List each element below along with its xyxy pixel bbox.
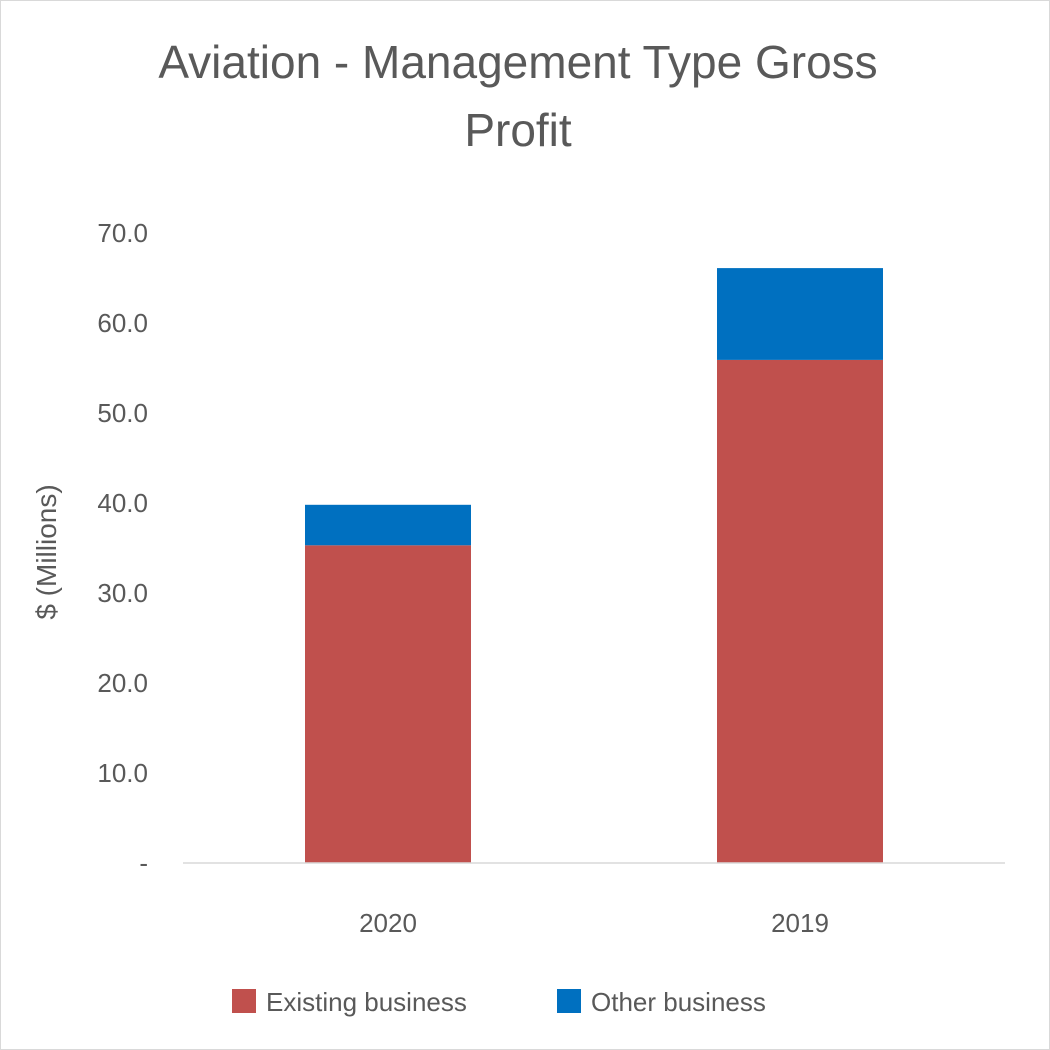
y-tick-label: 10.0 — [97, 758, 148, 788]
chart-title-line-2: Profit — [464, 104, 572, 156]
bar-other-business-2020 — [305, 504, 471, 546]
legend-label: Existing business — [266, 987, 467, 1017]
legend-swatch — [557, 989, 581, 1013]
y-tick-label: 20.0 — [97, 668, 148, 698]
bar-existing-business-2019 — [717, 359, 883, 863]
bars — [305, 268, 883, 863]
x-tick-label: 2020 — [359, 908, 417, 938]
chart-title-line-1: Aviation - Management Type Gross — [158, 36, 877, 88]
y-tick-label: 70.0 — [97, 218, 148, 248]
bar-existing-business-2020 — [305, 545, 471, 863]
x-tick-label: 2019 — [771, 908, 829, 938]
x-ticks: 2020 2019 — [359, 908, 829, 938]
y-tick-label: 40.0 — [97, 488, 148, 518]
y-ticks: - 10.0 20.0 30.0 40.0 50.0 60.0 70.0 — [97, 218, 148, 878]
bar-other-business-2019 — [717, 268, 883, 360]
y-tick-label: - — [139, 848, 148, 878]
legend: Existing business Other business — [232, 987, 766, 1017]
y-tick-label: 60.0 — [97, 308, 148, 338]
y-axis-label: $ (Millions) — [31, 484, 62, 619]
y-tick-label: 30.0 — [97, 578, 148, 608]
legend-swatch — [232, 989, 256, 1013]
y-tick-label: 50.0 — [97, 398, 148, 428]
legend-label: Other business — [591, 987, 766, 1017]
